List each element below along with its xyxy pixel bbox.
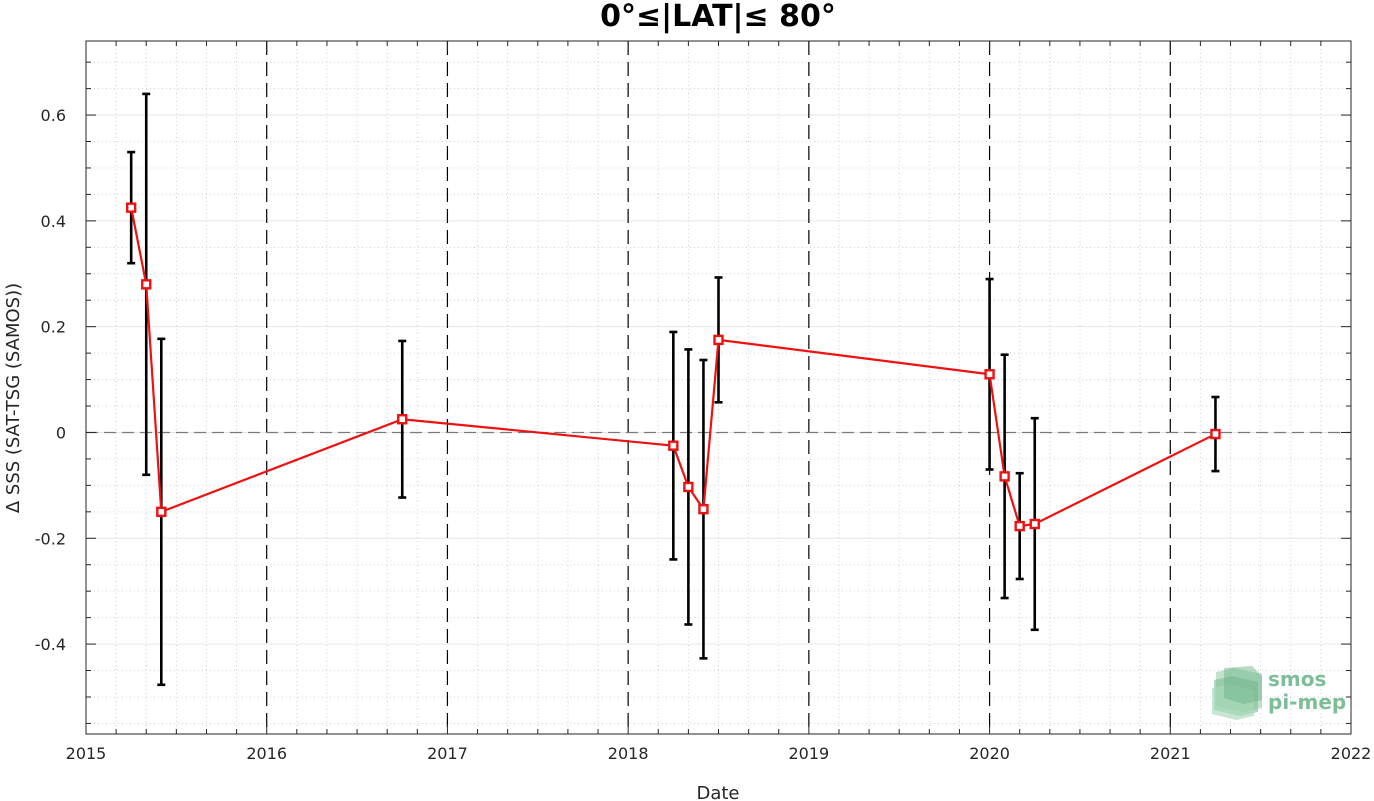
data-point-marker (713, 334, 724, 346)
y-tick-label: -0.4 (35, 635, 66, 654)
y-tick-label: 0.4 (41, 212, 66, 231)
data-point-marker (999, 471, 1010, 482)
logo-text-smos: smos (1268, 667, 1326, 691)
data-point-marker (683, 481, 694, 493)
x-tick-label: 2019 (788, 744, 829, 763)
data-point-marker (1029, 518, 1040, 530)
data-point-marker (984, 369, 995, 380)
data-point-marker (1210, 428, 1221, 440)
data-point-marker (125, 202, 137, 213)
x-tick-labels: 2015 2016 2017 2018 2019 2020 2021 2022 (66, 744, 1372, 763)
data-point-marker (698, 503, 709, 515)
axis-ticks (85, 41, 1352, 734)
x-tick-label: 2021 (1150, 744, 1191, 763)
x-tick-label: 2016 (246, 744, 287, 763)
x-tick-label: 2015 (66, 744, 107, 763)
y-tick-label: 0.6 (41, 106, 66, 125)
chart-title: 0°≤|LAT|≤ 80° (600, 0, 836, 34)
x-tick-label: 2022 (1331, 744, 1372, 763)
data-point-marker (1014, 520, 1025, 532)
x-tick-label: 2020 (969, 744, 1010, 763)
x-tick-label: 2017 (427, 744, 468, 763)
x-axis-label: Date (696, 783, 739, 801)
data-point-marker (397, 414, 408, 425)
y-tick-label: 0.2 (41, 318, 66, 337)
data-point-marker (156, 506, 167, 518)
data-markers (125, 202, 1221, 532)
smos-pi-mep-logo: smos pi-mep (1212, 666, 1346, 720)
y-tick-label: 0 (56, 423, 66, 442)
data-point-marker (141, 279, 152, 290)
logo-text-pi-mep: pi-mep (1268, 690, 1346, 714)
year-dividers (266, 41, 1171, 734)
y-tick-labels: -0.4 -0.2 0 0.2 0.4 0.6 (35, 106, 66, 654)
data-point-marker (668, 440, 679, 451)
error-bars (127, 92, 1220, 687)
y-tick-label: -0.2 (35, 529, 66, 548)
x-tick-label: 2018 (608, 744, 649, 763)
y-axis-label: Δ SSS (SAT-TSG (SAMOS)) (3, 283, 24, 513)
logo-stack-icon (1212, 666, 1262, 720)
